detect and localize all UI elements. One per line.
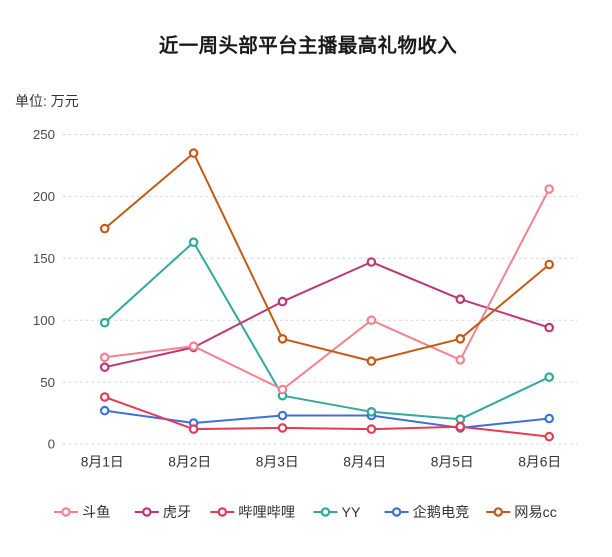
svg-text:8月4日: 8月4日 bbox=[343, 455, 386, 470]
svg-text:8月1日: 8月1日 bbox=[81, 455, 124, 470]
svg-text:50: 50 bbox=[40, 375, 55, 390]
svg-text:100: 100 bbox=[33, 313, 55, 328]
svg-text:8月6日: 8月6日 bbox=[518, 455, 561, 470]
svg-text:单位: 万元: 单位: 万元 bbox=[15, 93, 79, 109]
svg-text:8月2日: 8月2日 bbox=[168, 455, 211, 470]
svg-text:企鹅电竞: 企鹅电竞 bbox=[413, 504, 470, 521]
svg-text:250: 250 bbox=[33, 127, 55, 142]
svg-text:近一周头部平台主播最高礼物收入: 近一周头部平台主播最高礼物收入 bbox=[159, 34, 457, 57]
svg-text:0: 0 bbox=[48, 437, 55, 452]
svg-text:哔哩哔哩: 哔哩哔哩 bbox=[238, 505, 295, 521]
svg-text:斗鱼: 斗鱼 bbox=[82, 504, 110, 521]
svg-text:网易cc: 网易cc bbox=[514, 505, 557, 521]
svg-text:虎牙: 虎牙 bbox=[163, 505, 191, 521]
svg-text:YY: YY bbox=[342, 505, 361, 521]
svg-text:150: 150 bbox=[33, 251, 55, 266]
svg-text:8月5日: 8月5日 bbox=[431, 455, 474, 470]
svg-text:8月3日: 8月3日 bbox=[256, 455, 299, 470]
svg-text:200: 200 bbox=[33, 189, 55, 204]
